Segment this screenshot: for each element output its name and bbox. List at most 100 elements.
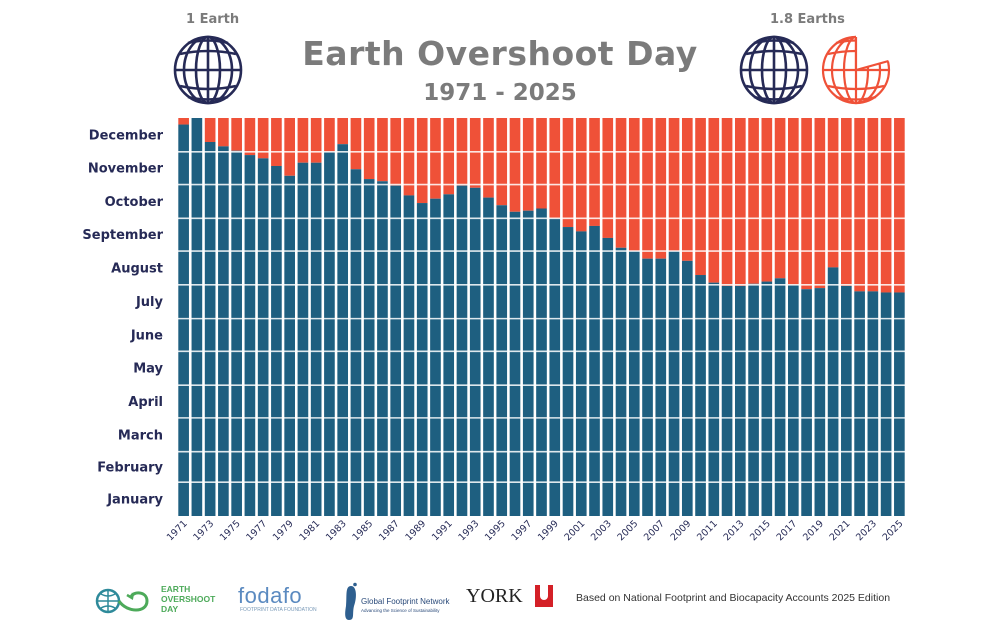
globe-icon: [739, 35, 809, 105]
x-tick-label: 2021: [828, 518, 853, 543]
overshoot-bar-1980: [297, 162, 309, 516]
month-label-may: May: [133, 362, 163, 377]
overshoot-bar-1996: [509, 211, 521, 517]
overshoot-bar-1975: [231, 150, 242, 516]
month-label-february: February: [97, 460, 163, 475]
overshoot-bar-2004: [615, 247, 627, 516]
month-label-march: March: [118, 428, 163, 443]
deficit-bar-1990: [430, 118, 441, 199]
overshoot-bar-2014: [748, 283, 759, 516]
x-tick-label: 1991: [430, 518, 455, 543]
overshoot-bar-1999: [549, 218, 561, 516]
overshoot-bar-2022: [854, 291, 865, 516]
x-tick-label: 2001: [563, 518, 588, 543]
x-tick-label: 2019: [801, 518, 826, 543]
month-label-august: August: [111, 261, 163, 276]
deficit-bar-2019: [814, 118, 826, 289]
deficit-bar-2002: [589, 118, 600, 226]
overshoot-bar-1972: [191, 118, 203, 516]
x-tick-label: 1971: [165, 518, 190, 543]
x-tick-label: 1993: [456, 518, 481, 543]
x-tick-label: 1983: [324, 518, 349, 543]
month-label-june: June: [130, 328, 163, 343]
overshoot-bar-2021: [841, 285, 852, 516]
deficit-bar-1999: [549, 118, 561, 219]
deficit-bar-2021: [841, 118, 852, 286]
overshoot-bar-1979: [284, 175, 295, 516]
overshoot-bar-1981: [310, 162, 322, 516]
deficit-bar-1991: [443, 118, 455, 195]
deficit-bar-1979: [284, 118, 295, 176]
month-label-july: July: [135, 295, 164, 310]
deficit-bar-2000: [562, 118, 574, 228]
overshoot-bar-2017: [788, 284, 799, 516]
overshoot-bar-1978: [271, 165, 282, 516]
deficit-bar-2016: [774, 118, 786, 279]
deficit-bar-1973: [204, 118, 216, 142]
overshoot-bar-1983: [337, 144, 349, 516]
x-tick-label: 2009: [669, 518, 694, 543]
overshoot-bar-2009: [681, 260, 693, 516]
x-tick-label: 2015: [748, 518, 773, 543]
overshoot-bar-1989: [416, 203, 428, 516]
deficit-bar-1997: [522, 118, 534, 211]
deficit-bar-2013: [734, 118, 746, 286]
globe-loop-icon: [95, 588, 149, 614]
overshoot-bar-2012: [721, 285, 733, 516]
overshoot-bar-2016: [774, 278, 786, 516]
deficit-bar-2022: [854, 118, 865, 292]
deficit-bar-1994: [483, 118, 494, 198]
deficit-bar-2020: [827, 118, 839, 268]
overshoot-bar-1974: [218, 146, 229, 516]
overshoot-bar-2013: [734, 285, 746, 516]
deficit-bar-1988: [403, 118, 415, 196]
x-tick-label: 2005: [616, 518, 641, 543]
overshoot-bar-2011: [708, 282, 720, 516]
deficit-bar-1981: [310, 118, 322, 163]
partial-globe-icon: [821, 35, 891, 105]
x-tick-label: 2025: [881, 518, 906, 543]
deficit-bar-1982: [324, 118, 335, 152]
deficit-bar-2004: [615, 118, 627, 248]
overshoot-bar-1998: [536, 208, 547, 517]
x-tick-label: 1997: [509, 518, 534, 543]
x-tick-label: 1977: [244, 518, 269, 543]
york-u-icon: [535, 585, 553, 607]
x-tick-label: 2007: [642, 518, 667, 543]
month-label-december: December: [89, 128, 164, 143]
overshoot-bar-2023: [867, 291, 879, 516]
deficit-bar-2010: [695, 118, 706, 276]
deficit-bar-2017: [788, 118, 799, 285]
deficit-bar-1976: [244, 118, 256, 156]
deficit-bar-1983: [337, 118, 349, 145]
overshoot-bar-1977: [257, 158, 269, 516]
x-tick-label: 1979: [271, 518, 296, 543]
deficit-bar-2009: [681, 118, 693, 261]
fodafo-logo: fodafo: [238, 583, 303, 608]
overshoot-bar-1997: [522, 210, 534, 516]
logo-text: DAY: [161, 604, 179, 614]
overshoot-bar-2008: [668, 251, 680, 516]
deficit-bar-2018: [801, 118, 812, 290]
overshoot-bar-1973: [204, 141, 216, 516]
gfn-logo: Global Footprint Network: [361, 597, 450, 606]
overshoot-bar-2003: [602, 237, 614, 517]
deficit-bar-2012: [721, 118, 733, 286]
overshoot-bar-1994: [483, 197, 494, 516]
x-tick-label: 1981: [297, 518, 322, 543]
overshoot-bar-2010: [695, 275, 706, 516]
overshoot-bar-1991: [443, 194, 455, 516]
deficit-bar-1974: [218, 118, 229, 147]
x-tick-label: 1975: [218, 518, 243, 543]
deficit-bar-1985: [363, 118, 375, 180]
deficit-bar-1975: [231, 118, 242, 151]
earths-caption: 1.8 Earths: [770, 12, 845, 27]
month-label-november: November: [88, 162, 164, 177]
overshoot-bar-1984: [350, 169, 362, 516]
overshoot-bar-2015: [761, 281, 773, 516]
globe-icon: [173, 35, 243, 105]
deficit-bar-2025: [894, 118, 905, 293]
overshoot-bar-2007: [655, 258, 667, 516]
overshoot-bar-1988: [403, 195, 415, 516]
overshoot-bar-2000: [562, 227, 574, 517]
